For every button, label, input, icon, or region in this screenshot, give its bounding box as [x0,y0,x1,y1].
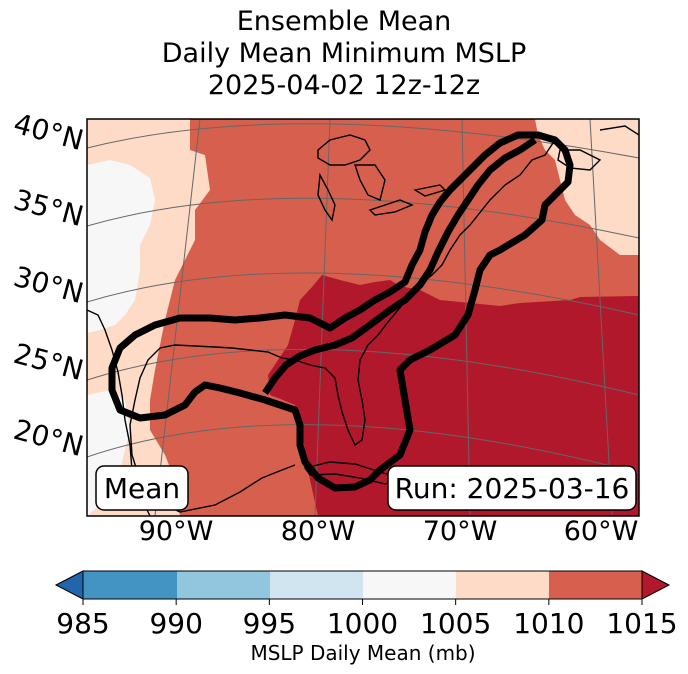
lon-label-90: 90°W [139,516,214,547]
mean-box [95,465,189,511]
lon-label-80: 80°W [281,516,356,547]
parallel-25 [87,348,639,396]
colorbar: 985 990 995 1000 1005 1010 1015 MSLP Daily Mea… [54,570,678,665]
colorbar-band-990-995 [177,571,270,599]
colorbar-label: MSLP Daily Mean (mb) [250,641,475,665]
lat-label-40: 40°N [10,107,87,157]
colorbar-tick-label: 1005 [420,607,491,640]
lake-superior [317,134,371,166]
coast-nova-scotia [557,149,602,171]
lake-huron [354,164,386,201]
colorbar-tick-label: 995 [243,607,296,640]
run-annotation: Run: 2025-03-16 [387,465,637,511]
mslp-outline-contour-inner [262,137,537,395]
colorbar-band-1005-1010 [456,571,549,599]
lat-label-20: 20°N [10,413,87,463]
meridian-60 [589,119,613,516]
colorbar-band-1000-1005 [363,571,456,599]
lat-label-25: 25°N [10,337,87,387]
parallel-20 [87,424,639,474]
colorbar-tick-label: 1015 [606,607,677,640]
colorbar-tick-label: 1010 [513,607,584,640]
parallel-40 [87,123,639,159]
mean-annotation: Mean [95,465,189,511]
colorbar-extend-under [54,570,84,600]
colorbar-band-985-990 [83,571,177,599]
lake-erie [368,199,414,216]
chart-title-line-1: Ensemble Mean [236,6,452,37]
colorbar-band-995-1000 [270,571,363,599]
lake-ontario [413,184,447,197]
chart-title-line-2: Daily Mean Minimum MSLP [161,38,527,69]
colorbar-tick-label: 1000 [327,607,398,640]
colorbar-band-1010-1015 [549,571,642,599]
map-frame [86,118,640,517]
lon-label-60: 60°W [564,516,639,547]
longitude-labels: 90°W 80°W 70°W 60°W [139,516,639,547]
parallel-30 [87,272,639,316]
run-label: Run: 2025-03-16 [395,472,630,505]
colorbar-tick-label: 990 [149,607,202,640]
mslp-outline-contour [108,131,574,492]
coast-us-gulf [129,139,556,513]
lon-label-70: 70°W [423,516,498,547]
chart-title-line-3: 2025-04-02 12z-12z [207,70,481,101]
mean-label: Mean [104,472,180,505]
lake-michigan [317,172,336,222]
mslp-band-1000-1005 [87,160,155,333]
colorbar-extend-over [641,570,671,600]
run-box [387,465,637,511]
colorbar-tick-label: 985 [56,607,109,640]
meridian-80 [314,119,331,516]
coast-newfoundland [599,125,639,136]
lat-label-30: 30°N [10,260,87,310]
latitude-labels: 40°N 35°N 30°N 25°N 20°N [10,107,87,463]
lat-label-35: 35°N [10,183,87,233]
